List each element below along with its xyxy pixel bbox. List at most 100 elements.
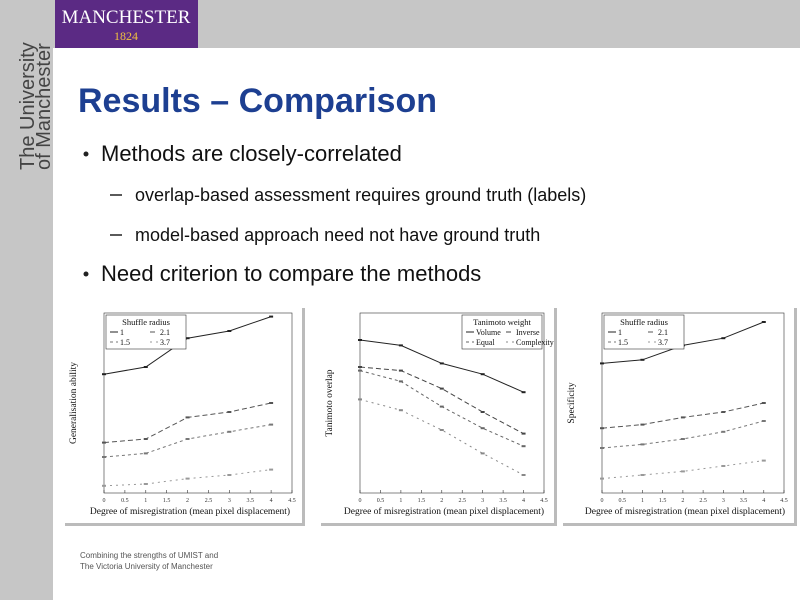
- slide-title: Results – Comparison: [78, 82, 437, 120]
- data-point: [480, 427, 485, 430]
- data-point: [439, 362, 444, 365]
- x-tick-label: 2: [186, 498, 189, 504]
- data-point: [269, 423, 274, 426]
- legend-box: [603, 314, 685, 350]
- bullet-dot: [83, 151, 89, 157]
- x-tick-label: 0.5: [377, 498, 385, 504]
- data-point: [480, 411, 485, 413]
- data-point: [721, 430, 726, 433]
- sidebar-text: The University: [17, 42, 39, 170]
- legend-entry: Volume: [476, 328, 501, 337]
- bullet-dot: [83, 271, 89, 277]
- footer-text: Combining the strengths of UMIST and: [80, 551, 218, 560]
- data-point: [640, 358, 645, 361]
- data-point: [269, 402, 274, 404]
- legend-entry: 1: [120, 328, 124, 337]
- data-point: [761, 459, 766, 462]
- data-point: [640, 443, 645, 446]
- data-point: [398, 344, 403, 347]
- legend-box: [105, 314, 187, 350]
- footer-text: The Victoria University of Manchester: [80, 562, 213, 571]
- legend-entry: 1: [618, 328, 622, 337]
- data-point: [185, 416, 190, 419]
- x-tick-label: 0: [601, 498, 604, 504]
- data-point: [398, 409, 403, 412]
- legend-title: Shuffle radius: [620, 317, 668, 327]
- bullet-text: Methods are closely-correlated: [101, 141, 402, 166]
- x-tick-label: 1.5: [659, 498, 667, 504]
- x-tick-label: 4: [762, 498, 765, 504]
- x-tick-label: 1: [144, 498, 147, 504]
- data-point: [480, 373, 485, 376]
- x-tick-label: 0.5: [618, 498, 626, 504]
- data-point: [143, 452, 148, 455]
- legend-entry: 3.7: [160, 338, 170, 347]
- series-line: [359, 398, 524, 476]
- plot-frame: [359, 312, 545, 494]
- data-point: [102, 456, 106, 458]
- plot-frame: [601, 312, 785, 494]
- data-point: [358, 398, 362, 401]
- data-point: [398, 380, 403, 383]
- data-point: [521, 432, 526, 435]
- data-point: [358, 339, 362, 341]
- legend-entry: 3.7: [658, 338, 668, 347]
- data-point: [439, 405, 444, 408]
- data-point: [521, 474, 526, 476]
- x-tick-label: 3.5: [246, 498, 254, 504]
- data-point: [227, 411, 232, 413]
- sub-bullet-text: model-based approach need not have groun…: [135, 225, 540, 245]
- series-line: [359, 366, 524, 435]
- x-tick-label: 3.5: [499, 498, 507, 504]
- x-tick-label: 4: [270, 498, 273, 504]
- legend-entry: 1.5: [618, 338, 628, 347]
- x-tick-label: 4.5: [780, 498, 788, 504]
- data-point: [102, 484, 106, 487]
- data-point: [761, 402, 766, 404]
- data-point: [143, 366, 148, 368]
- x-tick-label: 2.5: [699, 498, 707, 504]
- x-tick-label: 0.5: [121, 498, 129, 504]
- data-point: [761, 321, 766, 323]
- legend-entry: 2.1: [160, 328, 170, 337]
- data-point: [102, 441, 106, 444]
- x-tick-label: 2.5: [458, 498, 466, 504]
- data-point: [358, 366, 362, 368]
- x-tick-label: 3: [722, 498, 725, 504]
- data-point: [143, 483, 148, 485]
- data-point: [269, 315, 274, 318]
- data-point: [761, 420, 766, 422]
- data-point: [600, 477, 604, 480]
- data-point: [185, 477, 190, 480]
- legend-entry: Equal: [476, 338, 495, 347]
- data-point: [721, 337, 726, 340]
- legend-entry: 1.5: [120, 338, 130, 347]
- x-axis-label: Degree of misregistration (mean pixel di…: [585, 506, 785, 517]
- x-tick-label: 0: [103, 498, 106, 504]
- x-tick-label: 0: [359, 498, 362, 504]
- x-tick-label: 1: [641, 498, 644, 504]
- legend-title: Tanimoto weight: [473, 317, 531, 327]
- x-tick-label: 1: [399, 498, 402, 504]
- legend-entry: Inverse: [516, 328, 540, 337]
- x-tick-label: 4: [522, 498, 525, 504]
- legend-box: [461, 314, 543, 350]
- logo-name: MANCHESTER: [62, 7, 191, 28]
- data-point: [721, 465, 726, 467]
- y-axis-label: Tanimoto overlap: [325, 369, 335, 436]
- x-tick-label: 3: [481, 498, 484, 504]
- data-point: [227, 474, 232, 476]
- data-point: [227, 330, 232, 332]
- legend-entry: Complexity: [516, 338, 554, 347]
- data-point: [600, 427, 604, 430]
- x-tick-label: 2: [681, 498, 684, 504]
- x-axis-label: Degree of misregistration (mean pixel di…: [90, 506, 290, 517]
- legend-entry: 2.1: [658, 328, 668, 337]
- data-point: [480, 452, 485, 455]
- sub-bullet-text: overlap-based assessment requires ground…: [135, 185, 586, 205]
- x-tick-label: 3.5: [740, 498, 748, 504]
- data-point: [680, 416, 685, 419]
- data-point: [600, 362, 604, 365]
